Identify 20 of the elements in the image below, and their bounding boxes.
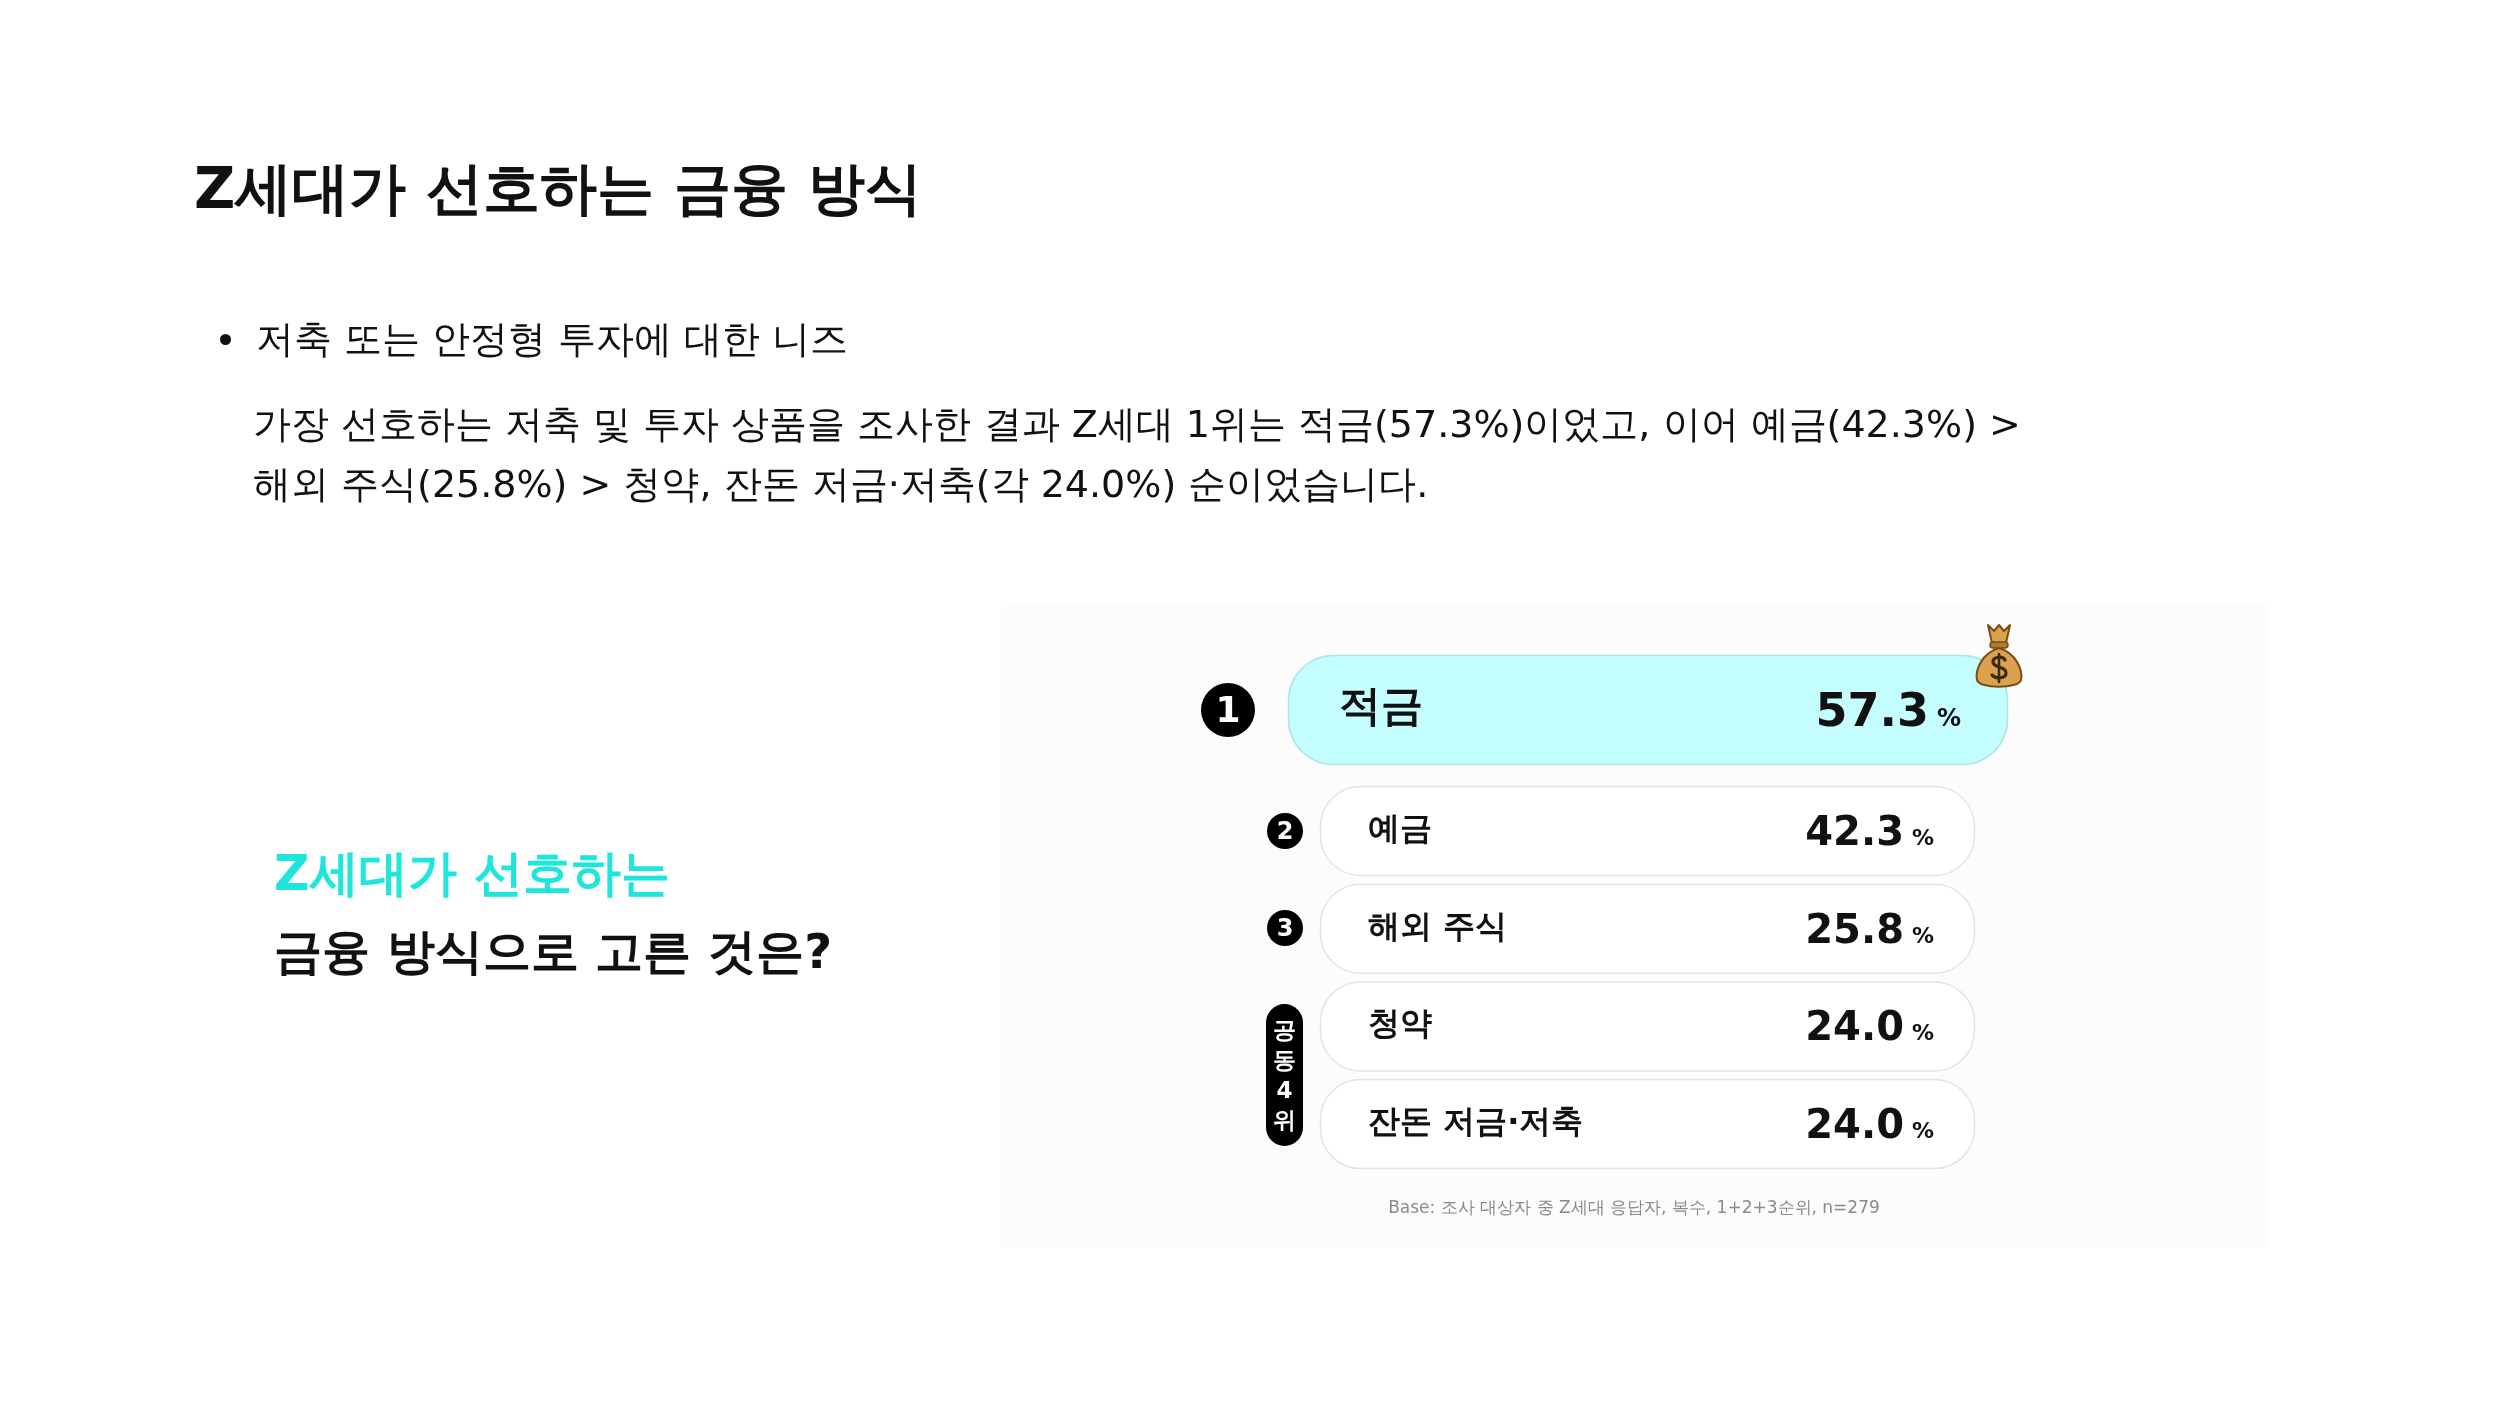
text: 저축 또는 안정형 투자에 대한 니즈 [256, 316, 849, 363]
category-label: 해외 주식 [1368, 906, 1508, 945]
data-label: 57.3 % [1815, 683, 1961, 738]
data-label: 42.3 % [1805, 807, 1934, 854]
data-label: 25.8 % [1805, 905, 1934, 952]
text: 2 [1267, 812, 1303, 849]
category-label: 청약 [1368, 1004, 1432, 1043]
text: 3 [1267, 910, 1303, 947]
text: 가장 선호하는 저축 및 투자 상품을 조사한 결과 Z세대 1위는 적금(57.3%)이었고, 이어 예금(42.3%) > 해외 주식(25.8%) > 청약, 잔돈 저금·저축(각 24.0%) 순이었습니다. [253, 401, 2022, 508]
category-label: 적금 [1339, 681, 1423, 731]
text: 1 [1201, 682, 1255, 737]
text: 공동 4위 [1272, 1015, 1297, 1135]
data-label: 24.0 % [1805, 1101, 1934, 1147]
category-label: 잔돈 저금·저축 [1368, 1101, 1584, 1140]
data-label: 24.0 % [1805, 1003, 1934, 1050]
text: Z세대가 선호하는 금융 방식 [194, 154, 922, 223]
category-label: 예금 [1368, 808, 1432, 847]
text: Base: 조사 대상자 중 Z세대 응답자, 복수, 1+2+3순위, n=279 [1387, 1196, 1881, 1219]
text: Z세대가 선호하는 [274, 845, 670, 904]
text: 금융 방식으로 고른 것은? [274, 923, 832, 981]
